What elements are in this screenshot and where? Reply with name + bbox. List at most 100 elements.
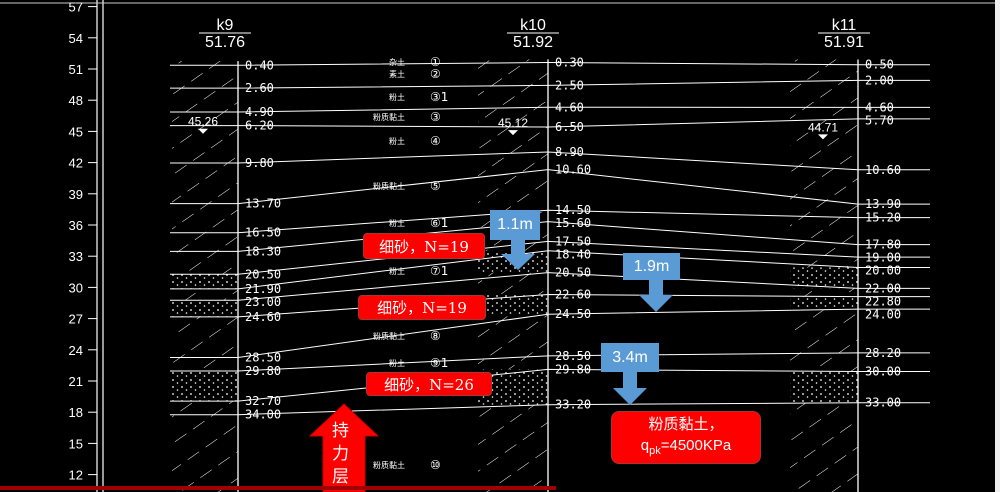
slide-bottom-bar (0, 486, 556, 490)
clay-capacity: qpk=4500KPa (640, 437, 732, 457)
distance-label-1: 1.1m (490, 210, 540, 240)
axis-tick-label: 51 (69, 62, 83, 77)
sand-annotation-2: 细砂，N=19 (358, 295, 486, 320)
layer-boundary (170, 79, 930, 89)
sand-annotation-1: 细砂，N=19 (363, 233, 485, 259)
layer-number: ③ (430, 110, 441, 124)
water-level-icon (508, 130, 518, 136)
axis-tick-label: 33 (69, 249, 83, 264)
depth-label: 18.40 (555, 247, 591, 261)
borehole-elevation: 51.92 (513, 34, 553, 51)
water-level-label: 45.12 (498, 116, 528, 130)
layer-boundary (170, 209, 930, 234)
depth-label: 29.80 (555, 362, 591, 376)
axis-tick-label: 36 (69, 218, 83, 233)
depth-label: 19.00 (865, 251, 901, 265)
layer-number: ② (430, 67, 441, 81)
soil-name: 粉土 (389, 136, 405, 146)
depth-label: 20.00 (865, 264, 901, 278)
soil-name: 粉质黏土 (373, 460, 405, 470)
sand-layer (478, 250, 548, 273)
soil-name: 粉质黏土 (373, 181, 405, 191)
depth-label: 34.00 (245, 408, 281, 422)
depth-label: 20.50 (555, 266, 591, 280)
soil-name: 杂土 (389, 57, 405, 67)
axis-tick-label: 18 (69, 405, 83, 420)
depth-label: 23.00 (245, 295, 281, 309)
borehole-elevation: 51.91 (824, 34, 864, 51)
depth-label: 30.00 (865, 365, 901, 379)
axis-tick-label: 15 (69, 436, 83, 451)
depth-label: 8.90 (555, 145, 584, 159)
layer-boundary (170, 169, 930, 205)
sand-layer (790, 371, 858, 403)
depth-label: 28.50 (555, 349, 591, 363)
axis-tick-label: 48 (69, 93, 83, 108)
layer-number: ⑧ (430, 329, 441, 343)
axis-tick-label: 39 (69, 187, 83, 202)
layer-number: ⑤ (430, 179, 441, 193)
depth-label: 24.00 (865, 307, 901, 321)
layer-boundaries (170, 62, 930, 416)
layer-boundary (170, 308, 930, 358)
sand-layer (172, 300, 238, 317)
depth-label: 17.80 (865, 238, 901, 252)
axis-tick-label: 57 (69, 0, 83, 15)
soil-name: 粉土 (389, 92, 405, 102)
borehole-elevation: 51.76 (205, 34, 245, 51)
axis-tick-label: 24 (69, 343, 83, 358)
layer-boundary (170, 151, 930, 171)
depth-label: 21.90 (245, 282, 281, 296)
water-level-icon (198, 128, 208, 134)
layer-boundary (170, 272, 930, 301)
soil-name: 粉土 (389, 266, 405, 276)
depth-label: 15.60 (555, 216, 591, 230)
layer-boundary (170, 352, 930, 372)
depth-label: 10.60 (865, 163, 901, 177)
depth-label: 0.50 (865, 58, 894, 72)
depth-label: 6.50 (555, 120, 584, 134)
depth-label: 4.60 (865, 100, 894, 114)
depth-label: 0.40 (245, 58, 274, 72)
depth-label: 22.00 (865, 281, 901, 295)
depth-label: 22.60 (555, 287, 591, 301)
layer-number: ⑩ (430, 458, 441, 472)
depth-label: 5.70 (865, 113, 894, 127)
axis-tick-label: 42 (69, 156, 83, 171)
layer-number: ① (430, 55, 441, 69)
soil-name: 粉质黏土 (373, 331, 405, 341)
depth-label: 2.00 (865, 73, 894, 87)
bearing-clay-annotation: 粉质黏土， qpk=4500KPa (611, 411, 761, 464)
layer-boundary (170, 240, 930, 275)
depth-label: 28.20 (865, 346, 901, 360)
depth-label: 29.80 (245, 364, 281, 378)
layer-number: ③1 (430, 90, 448, 104)
depth-label: 17.50 (555, 234, 591, 248)
layer-boundary (170, 118, 930, 128)
sand-annotation-3: 细砂，N=26 (366, 372, 492, 396)
layer-boundary (170, 106, 930, 113)
clay-name: 粉质黏土， (648, 415, 724, 433)
depth-label: 33.00 (865, 396, 901, 410)
depth-label: 15.20 (865, 211, 901, 225)
axis-tick-label: 45 (69, 124, 83, 139)
axis-tick-label: 54 (69, 31, 83, 46)
sand-layer (172, 371, 238, 402)
water-level-label: 44.71 (808, 120, 838, 134)
distance-label-3: 3.4m (601, 343, 659, 372)
depth-label: 14.50 (555, 203, 591, 217)
layer-boundary (170, 402, 930, 416)
sand-layer (790, 296, 858, 310)
axis-tick-label: 27 (69, 312, 83, 327)
depth-label: 18.30 (245, 244, 281, 258)
depth-label: 9.80 (245, 156, 274, 170)
depth-label: 28.50 (245, 350, 281, 364)
distance-label-2: 1.9m (623, 253, 680, 280)
layer-number: ⑥1 (430, 216, 448, 230)
layer-boundary (170, 293, 930, 318)
sand-layer (478, 294, 548, 315)
bearing-layer-label: 持力层 (332, 421, 349, 487)
depth-label: 2.50 (555, 78, 584, 92)
